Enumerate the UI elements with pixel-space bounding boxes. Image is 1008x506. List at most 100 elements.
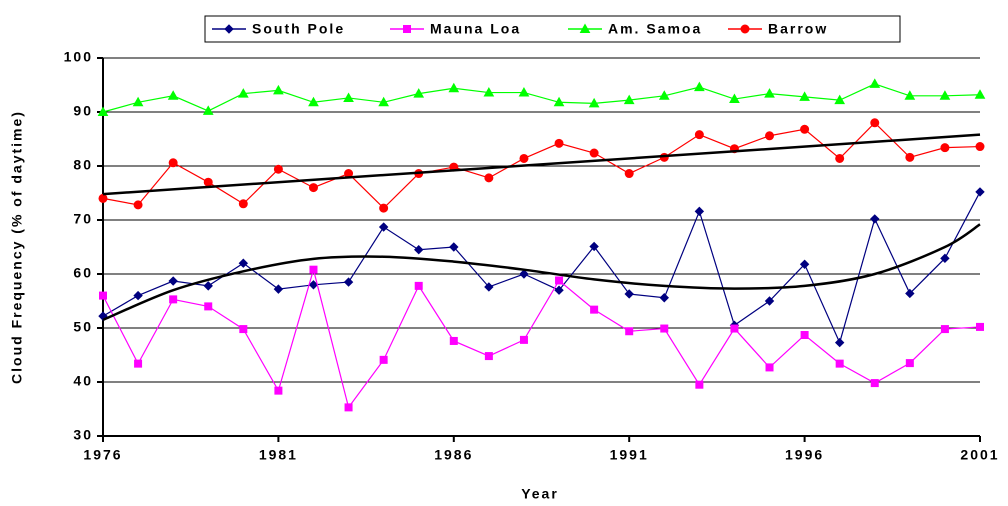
legend-marker [579, 23, 591, 33]
marker [870, 379, 879, 388]
marker [590, 305, 599, 314]
marker [975, 187, 985, 197]
marker [203, 177, 213, 187]
marker [449, 336, 458, 345]
y-tick-label: 50 [73, 319, 93, 335]
marker [99, 291, 107, 300]
marker [835, 153, 845, 163]
marker [519, 153, 529, 163]
marker [519, 335, 528, 344]
marker [589, 148, 599, 158]
legend-marker [403, 25, 411, 33]
marker [484, 352, 493, 361]
marker [379, 203, 389, 213]
marker [518, 87, 530, 97]
legend-marker [224, 24, 234, 34]
marker [343, 277, 354, 287]
marker [378, 96, 389, 107]
legend-label: South Pole [252, 21, 345, 37]
x-tick-label: 2001 [960, 447, 999, 463]
marker [975, 142, 985, 152]
marker [765, 363, 774, 372]
marker [483, 87, 495, 97]
marker [624, 289, 634, 299]
marker [413, 88, 425, 98]
marker [905, 288, 915, 299]
x-tick-label: 1996 [785, 447, 824, 463]
y-tick-label: 100 [64, 49, 93, 65]
legend-label: Mauna Loa [430, 21, 521, 37]
marker [940, 325, 949, 334]
marker [588, 97, 600, 108]
marker [870, 214, 880, 224]
marker [97, 106, 109, 116]
y-tick-label: 30 [73, 427, 93, 443]
marker [939, 90, 951, 100]
marker [976, 322, 984, 331]
marker [379, 355, 388, 364]
marker [273, 84, 284, 95]
marker [799, 91, 810, 101]
marker [308, 183, 318, 193]
y-axis-label: Cloud Frequency (% of daytime) [9, 110, 25, 384]
marker [484, 282, 494, 292]
marker [834, 337, 845, 348]
marker [273, 284, 284, 294]
marker [237, 88, 249, 98]
marker [834, 94, 846, 105]
marker [414, 281, 423, 290]
marker [694, 206, 705, 217]
legend-label: Am. Samoa [608, 21, 702, 37]
marker [343, 92, 354, 102]
y-tick-label: 70 [73, 211, 93, 227]
marker [658, 90, 670, 100]
plot-area [103, 58, 980, 436]
series-line [102, 267, 981, 409]
marker [660, 324, 669, 333]
marker [344, 403, 353, 412]
marker [204, 302, 213, 311]
marker [414, 244, 424, 255]
marker [378, 222, 389, 232]
marker [730, 324, 739, 333]
marker [553, 96, 565, 107]
marker [308, 96, 319, 107]
x-axis-label: Year [521, 486, 559, 502]
marker [940, 253, 950, 264]
marker [589, 241, 599, 252]
trendline [102, 133, 981, 196]
marker [168, 276, 178, 286]
marker [134, 359, 143, 368]
marker [800, 124, 810, 134]
marker [239, 325, 248, 334]
marker [308, 280, 319, 290]
marker [625, 327, 634, 336]
y-tick-label: 60 [73, 265, 93, 281]
series-line [102, 121, 981, 209]
marker [484, 173, 494, 183]
legend-box [204, 15, 901, 43]
marker [905, 359, 914, 368]
marker [695, 380, 704, 389]
marker [169, 295, 178, 304]
x-tick-label: 1991 [610, 447, 649, 463]
series-line [102, 191, 981, 345]
y-tick-label: 40 [73, 373, 93, 389]
marker [202, 105, 214, 115]
series-line [102, 83, 981, 113]
marker [168, 158, 178, 168]
marker [835, 359, 844, 368]
marker [167, 90, 179, 100]
marker [203, 281, 213, 291]
marker [905, 152, 915, 162]
marker [729, 93, 740, 104]
marker [659, 293, 669, 303]
marker [904, 90, 916, 100]
marker [273, 164, 283, 174]
trendline [102, 223, 981, 322]
marker [554, 285, 564, 295]
marker [764, 88, 775, 98]
marker [624, 169, 634, 179]
x-tick-label: 1986 [434, 447, 473, 463]
